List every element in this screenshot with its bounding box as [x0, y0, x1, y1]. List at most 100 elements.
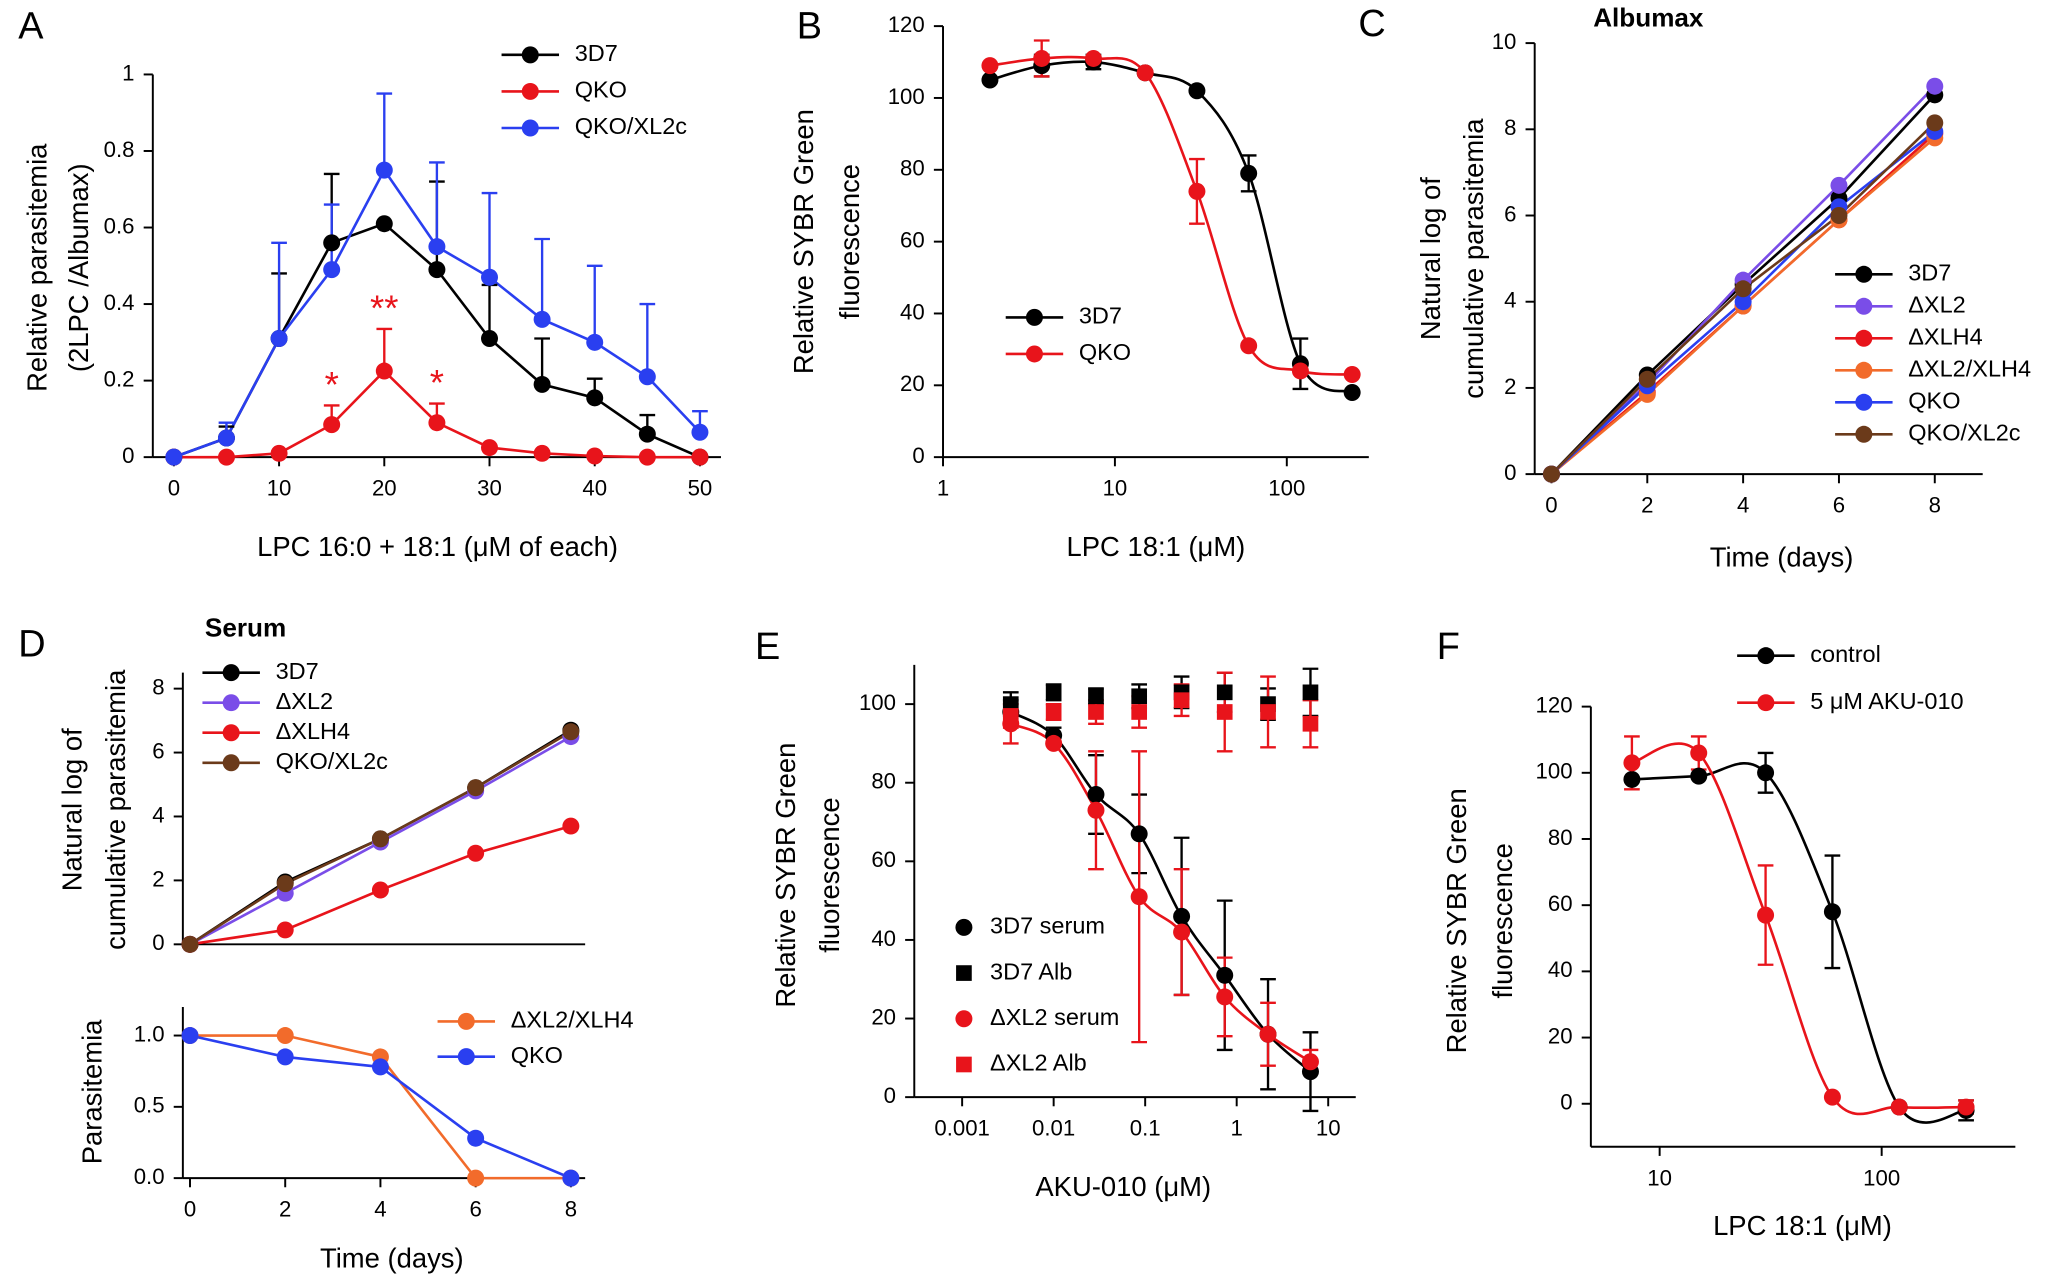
legend-swatch: [1855, 425, 1873, 443]
data-marker: [481, 330, 498, 347]
legend-label: control: [1810, 641, 1881, 667]
y-tick-label: 40: [900, 299, 925, 324]
error-bar: [534, 237, 550, 320]
data-marker: [562, 817, 580, 835]
data-marker: [1301, 1053, 1319, 1071]
panel-label: E: [755, 626, 780, 668]
significance-mark: *: [430, 362, 444, 403]
data-marker: [1343, 384, 1361, 401]
data-marker: [1216, 704, 1233, 720]
data-marker: [1084, 49, 1102, 67]
data-marker: [428, 414, 446, 432]
y-tick-label: 100: [1536, 759, 1573, 784]
x-tick-label: 50: [688, 476, 713, 501]
x-tick-label: 1: [1231, 1116, 1243, 1141]
data-marker: [691, 448, 709, 466]
data-marker: [1240, 337, 1258, 355]
data-marker: [323, 416, 341, 434]
legend-label: ΔXL2 serum: [990, 1004, 1119, 1030]
legend-swatch: [222, 664, 240, 682]
data-marker: [1830, 176, 1848, 194]
panel: 0 10 20 30 40 50 0 0.2 0.4 0.6 0.8 1 LPC 16:0 + 18:1…: [18, 6, 721, 562]
legend-swatch: [521, 46, 539, 64]
x-axis-label: Time (days): [320, 1243, 464, 1274]
y-tick-label: 100: [888, 84, 925, 109]
data-marker: [1623, 770, 1641, 788]
data-marker: [1638, 370, 1656, 388]
series-line: [989, 60, 1353, 394]
data-marker: [1830, 207, 1848, 224]
data-marker: [1259, 1025, 1277, 1043]
y-tick-label: 80: [1548, 825, 1573, 850]
panel-label: D: [18, 624, 45, 666]
data-marker: [1188, 182, 1206, 200]
legend-label: QKO: [575, 77, 627, 103]
x-tick-label: 0.01: [1032, 1116, 1075, 1141]
y-tick-label: 6: [1504, 201, 1516, 226]
data-marker: [1045, 734, 1063, 752]
x-axis-label: LPC 18:1 (μM): [1067, 531, 1246, 562]
y-tick-label: 6: [152, 738, 164, 763]
panel-title: Serum: [205, 612, 286, 642]
legend-swatch: [1855, 393, 1873, 411]
legend-label: ΔXL2 Alb: [990, 1050, 1087, 1076]
data-marker: [1033, 49, 1051, 67]
data-marker: [1131, 704, 1148, 720]
x-axis-label: Time (days): [1710, 541, 1854, 572]
data-marker: [1216, 988, 1234, 1006]
data-marker: [1173, 692, 1190, 709]
significance-mark: *: [325, 364, 339, 405]
data-marker: [375, 161, 393, 179]
x-tick-label: 0: [1545, 493, 1557, 518]
y-tick-label: 4: [152, 802, 164, 827]
panel-label: F: [1437, 626, 1460, 668]
y-tick-label: 60: [871, 847, 896, 872]
y-tick-label: 0: [1560, 1090, 1572, 1115]
panel-label: A: [18, 6, 44, 48]
y-tick-label: 0: [152, 930, 164, 955]
data-marker: [1240, 164, 1258, 182]
data-marker: [1542, 465, 1560, 483]
x-tick-label: 30: [477, 476, 502, 501]
data-marker: [467, 1129, 485, 1147]
panel: 0 2 4 6 8 0.0 0.5 1.0 Time (days) Parasitemia ΔXL2…: [76, 1007, 633, 1274]
data-marker: [323, 234, 341, 252]
data-marker: [1088, 688, 1104, 705]
y-tick-label: 0.5: [134, 1093, 165, 1118]
x-tick-label: 0.001: [934, 1116, 990, 1141]
data-marker: [467, 779, 485, 797]
y-tick-label: 0.2: [104, 366, 135, 391]
y-tick-label: 2: [152, 866, 164, 891]
data-marker: [1757, 906, 1775, 924]
x-tick-label: 20: [372, 476, 397, 501]
data-marker: [276, 1048, 294, 1066]
legend-label: 3D7 Alb: [990, 958, 1072, 984]
data-marker: [467, 1169, 485, 1187]
data-marker: [981, 71, 999, 89]
x-axis-label: AKU-010 (μM): [1035, 1171, 1211, 1202]
x-tick-label: 6: [1833, 493, 1845, 518]
y-tick-label: 100: [859, 690, 896, 715]
data-marker: [428, 261, 446, 279]
panel: 1 10 100 0 20 40 60 80 100 120 LPC 18:1 (μM) Relati…: [788, 6, 1369, 562]
data-marker: [270, 330, 288, 347]
legend-swatch: [1855, 329, 1873, 347]
data-marker: [467, 844, 485, 862]
x-tick-label: 0.1: [1130, 1116, 1161, 1141]
data-marker: [1173, 923, 1191, 941]
data-marker: [1045, 684, 1062, 701]
x-tick-label: 10: [267, 476, 292, 501]
data-marker: [1045, 704, 1062, 720]
data-marker: [1957, 1098, 1975, 1116]
data-marker: [1130, 888, 1148, 906]
legend-label: QKO: [511, 1042, 563, 1068]
data-marker: [323, 261, 341, 279]
x-tick-label: 1: [937, 476, 949, 501]
data-marker: [217, 429, 235, 447]
x-tick-label: 2: [279, 1197, 291, 1222]
x-axis-label: LPC 18:1 (μM): [1713, 1210, 1892, 1241]
y-axis-label: Relative SYBR Green: [770, 743, 801, 1008]
data-marker: [1002, 708, 1019, 724]
y-axis-label: (2LPC /Albumax): [63, 163, 94, 372]
